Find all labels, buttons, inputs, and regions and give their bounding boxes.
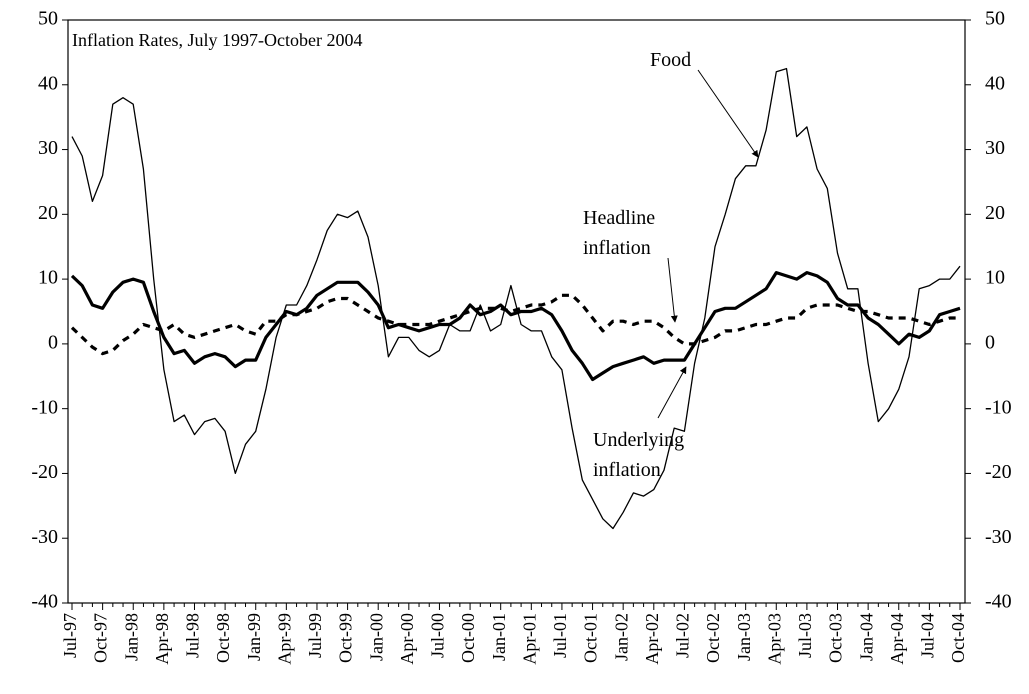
x-tick-label: Apr-02 xyxy=(642,613,662,665)
y-tick-label: -30 xyxy=(31,526,58,548)
series-label-text: Headline inflation xyxy=(583,207,656,259)
x-tick-label: Jul-97 xyxy=(60,613,80,658)
x-tick-label: Oct-98 xyxy=(213,613,233,663)
x-tick-label: Oct-04 xyxy=(948,613,968,663)
x-tick-label: Jul-01 xyxy=(550,613,570,658)
y2-tick-label: 40 xyxy=(985,72,1005,94)
x-tick-label: Apr-00 xyxy=(397,613,417,665)
x-tick-label: Apr-99 xyxy=(274,613,294,665)
series-label: Headline inflation xyxy=(583,207,656,259)
series-label-text: Food xyxy=(650,49,692,71)
y-tick-label: 20 xyxy=(38,202,58,224)
annotation-arrow xyxy=(697,69,759,158)
x-tick-label: Oct-01 xyxy=(581,613,601,663)
annotation-arrow xyxy=(657,366,687,419)
x-tick-label: Oct-00 xyxy=(458,613,478,663)
series-label: Food xyxy=(650,49,692,71)
chart-title: Inflation Rates, July 1997-October 2004 xyxy=(72,30,362,50)
series-label: Underlying inflation xyxy=(593,429,685,481)
x-tick-label: Jul-00 xyxy=(428,613,448,658)
y-tick-label: 0 xyxy=(48,331,58,353)
x-tick-label: Jan-02 xyxy=(611,613,631,661)
x-tick-label: Jan-99 xyxy=(244,613,264,661)
y2-tick-label: -10 xyxy=(985,396,1012,418)
y-tick-label: -20 xyxy=(31,461,58,483)
x-tick-label: Jan-00 xyxy=(366,613,386,661)
y2-tick-label: 10 xyxy=(985,267,1005,289)
y-tick-label: -40 xyxy=(31,591,58,613)
x-tick-label: Jan-98 xyxy=(121,613,141,661)
y2-tick-label: -30 xyxy=(985,526,1012,548)
x-tick-label: Apr-03 xyxy=(764,613,784,665)
x-tick-label: Oct-02 xyxy=(703,613,723,663)
plot-frame xyxy=(67,19,966,604)
series-line xyxy=(71,67,961,530)
x-tick-label: Jan-04 xyxy=(856,613,876,661)
y2-tick-label: -40 xyxy=(985,591,1012,613)
x-tick-label: Jan-03 xyxy=(734,613,754,661)
x-tick-label: Oct-99 xyxy=(336,613,356,663)
x-tick-label: Apr-04 xyxy=(887,613,907,665)
x-tick-label: Jul-98 xyxy=(183,613,203,658)
x-tick-label: Jul-02 xyxy=(673,613,693,658)
x-tick-label: Apr-98 xyxy=(152,613,172,665)
series-line xyxy=(70,293,960,356)
x-tick-label: Jul-03 xyxy=(795,613,815,658)
x-tick-label: Oct-03 xyxy=(826,613,846,663)
y2-tick-label: 0 xyxy=(985,331,995,353)
y2-tick-label: 50 xyxy=(985,8,1005,30)
x-tick-label: Jul-04 xyxy=(918,613,938,658)
series-label-text: Underlying inflation xyxy=(593,429,685,481)
x-tick-label: Oct-97 xyxy=(91,613,111,663)
y2-tick-label: -20 xyxy=(985,461,1012,483)
y2-tick-label: 30 xyxy=(985,137,1005,159)
y2-tick-label: 20 xyxy=(985,202,1005,224)
x-tick-label: Jul-99 xyxy=(305,613,325,658)
annotation-arrow xyxy=(667,257,678,323)
y-tick-label: 30 xyxy=(38,137,58,159)
y-tick-label: 10 xyxy=(38,267,58,289)
x-tick-label: Jan-01 xyxy=(489,613,509,661)
x-tick-label: Apr-01 xyxy=(519,613,539,665)
y-tick-label: 50 xyxy=(38,8,58,30)
series-line xyxy=(70,271,961,382)
y-tick-label: 40 xyxy=(38,72,58,94)
y-tick-label: -10 xyxy=(31,396,58,418)
